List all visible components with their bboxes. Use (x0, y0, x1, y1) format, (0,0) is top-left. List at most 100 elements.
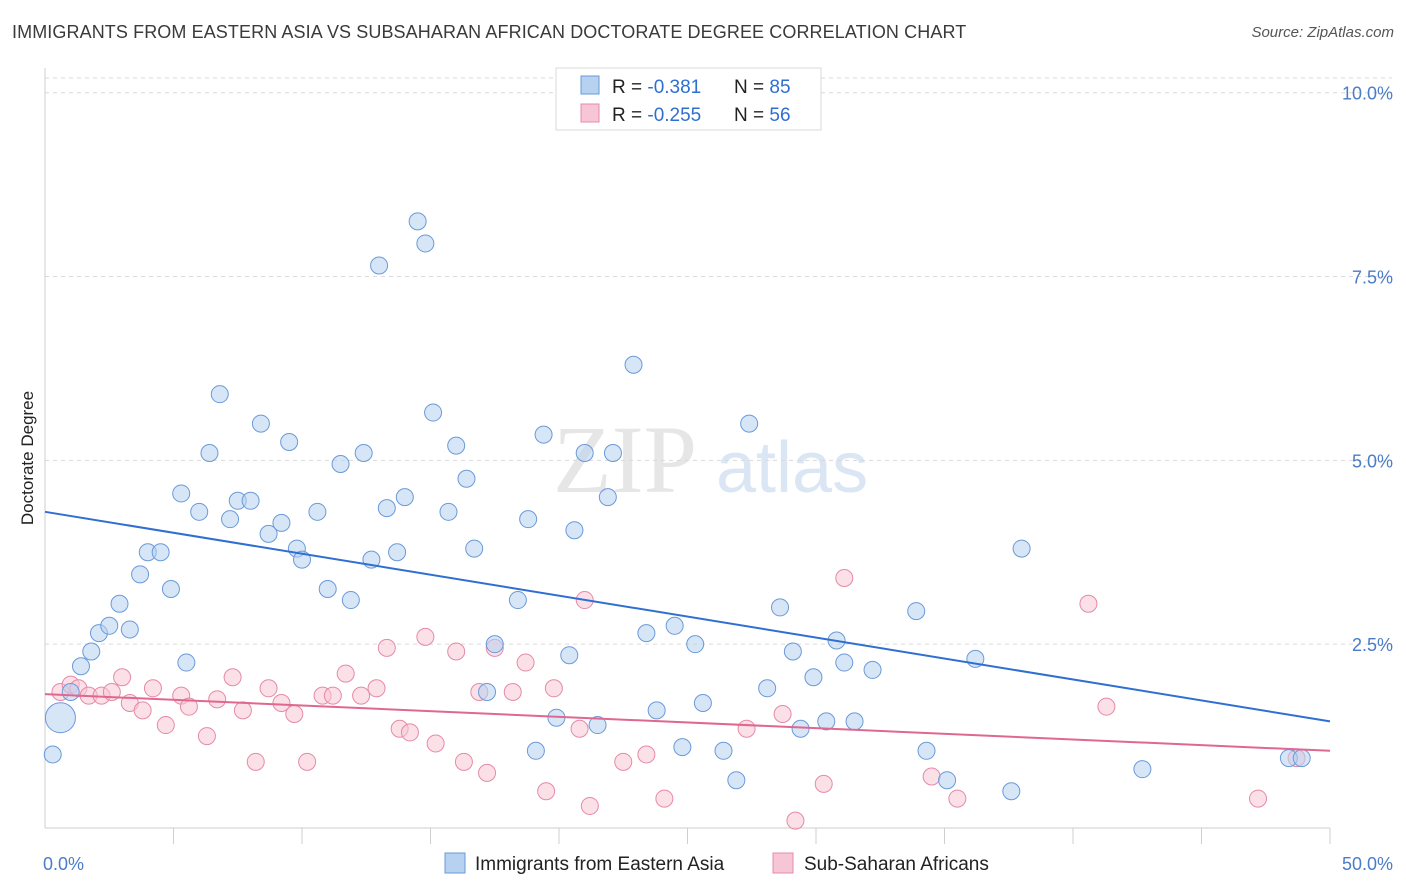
pink-point-44 (614, 752, 633, 771)
pink-point-9 (143, 679, 162, 698)
blue-point-30 (341, 591, 360, 610)
blue-point-0 (43, 745, 62, 764)
blue-point-68 (771, 598, 790, 617)
blue-point-39 (424, 403, 443, 422)
blue-point-53 (575, 444, 594, 462)
pink-point-52 (922, 767, 941, 786)
legend-r-label-2: R = -0.255 (612, 105, 701, 126)
blue-point-54 (588, 716, 607, 735)
pink-point-13 (197, 727, 216, 746)
blue-point-66 (740, 414, 759, 433)
pink-point-14 (208, 690, 227, 709)
pink-point-46 (655, 789, 674, 808)
blue-point-18 (221, 510, 240, 529)
pink-point-10 (156, 716, 175, 735)
blue-point-58 (637, 624, 656, 643)
blue-point-2 (61, 682, 80, 701)
pink-point-25 (352, 686, 371, 705)
blue-point-70 (791, 719, 810, 738)
blue-point-33 (370, 256, 389, 275)
blue-point-47 (519, 510, 538, 529)
pink-point-40 (544, 679, 563, 698)
blue-point-7 (110, 594, 129, 613)
pink-point-53 (948, 789, 967, 808)
pink-point-17 (246, 752, 265, 771)
blue-point-55 (598, 488, 617, 507)
trend-line-pink (44, 693, 1331, 752)
blue-point-20 (241, 491, 260, 510)
pink-point-32 (447, 642, 466, 661)
blue-point-36 (395, 488, 414, 507)
blue-point-85 (1292, 749, 1311, 768)
pink-point-18 (259, 679, 278, 698)
pink-point-45 (637, 745, 656, 764)
blue-point-44 (478, 682, 497, 701)
bottom-legend-swatch-blue (444, 852, 466, 874)
legend-swatch-pink (580, 103, 600, 123)
blue-point-34 (377, 499, 396, 518)
pink-point-6 (113, 668, 132, 687)
trend-line-blue (44, 510, 1331, 723)
blue-point-12 (161, 580, 180, 599)
blue-point-71 (804, 668, 823, 687)
blue-point-79 (938, 771, 957, 790)
blue-point-45 (485, 635, 504, 654)
blue-point-72 (817, 712, 836, 731)
blue-point-41 (447, 436, 466, 455)
bottom-legend-label-pink: Sub-Saharan Africans (804, 854, 989, 875)
blue-point-62 (686, 635, 705, 654)
pink-point-51 (835, 569, 854, 587)
blue-point-74 (835, 653, 854, 672)
blue-point-28 (318, 580, 337, 599)
axes (44, 68, 1331, 844)
pink-point-20 (285, 705, 304, 724)
pink-point-21 (298, 752, 317, 771)
blue-point-35 (388, 543, 407, 562)
pink-point-39 (537, 782, 556, 801)
blue-point-3 (71, 657, 90, 676)
y-axis-label: Doctorate Degree (18, 391, 37, 525)
blue-point-6 (100, 616, 119, 635)
pink-point-35 (478, 763, 497, 782)
legend-n-label-1: N = 85 (734, 77, 791, 98)
blue-point-23 (272, 513, 291, 532)
pink-point-54 (1079, 594, 1098, 613)
blue-point-56 (603, 444, 622, 462)
blue-point-15 (190, 502, 209, 521)
blue-point-52 (565, 521, 584, 540)
pink-point-12 (179, 697, 198, 716)
pink-point-8 (133, 701, 152, 720)
blue-point-65 (727, 771, 746, 790)
blue-point-21 (251, 414, 270, 433)
x-tick-label-0: 0.0% (43, 854, 84, 874)
blue-point-49 (534, 425, 553, 444)
legend-n-label-2: N = 56 (734, 105, 791, 126)
blue-point-83 (1133, 760, 1152, 779)
stats-legend: R = -0.381 N = 85 R = -0.255 N = 56 (555, 67, 822, 131)
blue-point-75 (845, 712, 864, 731)
blue-point-14 (177, 653, 196, 672)
blue-point-77 (907, 602, 926, 621)
blue-point-60 (665, 616, 684, 635)
pink-point-41 (570, 719, 589, 738)
tick-labels: 2.5% 5.0% 7.5% 10.0% 0.0% 50.0% (43, 84, 1393, 874)
blue-point-16 (200, 444, 219, 462)
blue-point-8 (120, 620, 139, 639)
pink-point-50 (814, 774, 833, 793)
chart-title: IMMIGRANTS FROM EASTERN ASIA VS SUBSAHAR… (12, 22, 967, 42)
pink-point-15 (223, 668, 242, 687)
y-tick-label-1: 5.0% (1352, 451, 1393, 471)
blue-point-51 (560, 646, 579, 665)
pink-point-33 (454, 752, 473, 771)
series-sub-saharan-africans (51, 569, 1306, 830)
pink-point-43 (580, 796, 599, 815)
blue-point-27 (308, 502, 327, 521)
blue-point-1 (44, 702, 76, 734)
series-immigrants-eastern-asia (43, 212, 1311, 801)
blue-point-63 (693, 694, 712, 712)
y-tick-label-0: 2.5% (1352, 635, 1393, 655)
pink-point-37 (503, 682, 522, 701)
blue-point-37 (408, 212, 427, 231)
pink-point-27 (377, 638, 396, 657)
pink-point-19 (272, 694, 291, 712)
